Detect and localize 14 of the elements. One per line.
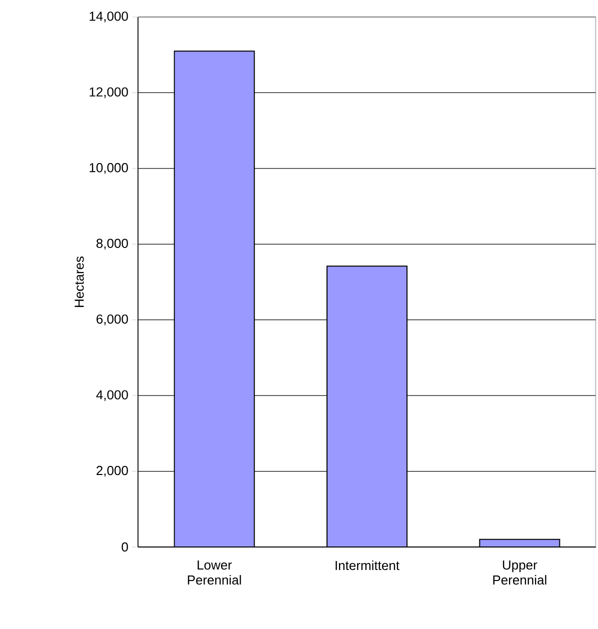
y-tick-label: 12,000 bbox=[90, 87, 128, 98]
y-tick-label: 8,000 bbox=[96, 238, 128, 250]
x-tick-label: Upper Perennial bbox=[493, 560, 546, 585]
x-tick-label: Lower Perennial bbox=[188, 560, 241, 585]
y-tick-label: 10,000 bbox=[90, 163, 128, 174]
y-tick-label: 4,000 bbox=[96, 390, 128, 401]
y-axis-title: Hectares bbox=[74, 256, 84, 307]
y-tick-label: 0 bbox=[122, 542, 128, 552]
bar bbox=[174, 51, 254, 547]
y-tick-label: 6,000 bbox=[96, 314, 128, 326]
x-tick-label: Intermittent bbox=[336, 560, 400, 570]
y-tick-label: 14,000 bbox=[90, 12, 128, 22]
bar bbox=[326, 266, 407, 547]
y-tick-label: 2,000 bbox=[96, 466, 128, 477]
